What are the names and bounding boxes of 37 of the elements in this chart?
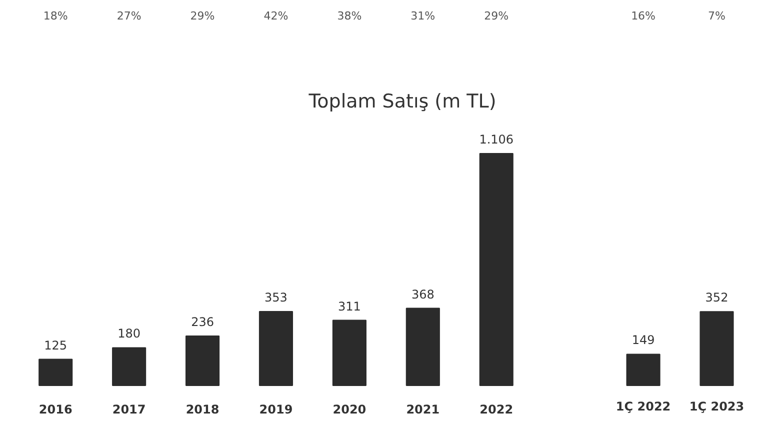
bar	[332, 320, 366, 386]
text: 31%	[410, 10, 436, 22]
text: 7%	[708, 10, 726, 22]
data-label: 149	[632, 333, 655, 348]
x-tick-label: 2020	[332, 402, 366, 416]
x-tick-label: 1Ç 2023	[689, 400, 744, 414]
text: 29%	[484, 10, 509, 22]
text: 27%	[116, 10, 142, 22]
text: 18%	[43, 10, 68, 22]
data-label: 236	[191, 314, 214, 329]
x-tick-label: 2018	[186, 402, 220, 416]
text: 29%	[190, 10, 215, 22]
chart-title: Toplam Satış (m TL)	[308, 90, 496, 112]
bar	[258, 310, 294, 386]
bar	[479, 153, 514, 386]
data-label: 180	[118, 326, 141, 341]
x-tick-label: 2016	[38, 402, 72, 416]
bar	[406, 308, 440, 386]
x-tick-label: 2022	[480, 402, 514, 416]
data-label: 311	[338, 299, 361, 314]
x-tick-label: 2021	[406, 402, 440, 416]
data-label: 352	[705, 290, 728, 305]
text: 38%	[337, 10, 362, 22]
text: 16%	[631, 10, 656, 22]
data-label: 368	[411, 287, 434, 302]
data-label: 125	[44, 338, 68, 352]
bar	[112, 347, 146, 386]
x-tick-label: 2017	[112, 402, 146, 416]
bar	[185, 335, 220, 386]
text: 42%	[264, 10, 288, 22]
bar	[38, 358, 73, 386]
x-tick-label: 2019	[259, 402, 293, 416]
data-label: 353	[264, 290, 288, 304]
data-label: 1.106	[479, 132, 514, 146]
x-tick-label: 1Ç 2022	[616, 400, 671, 414]
bar	[700, 311, 734, 386]
bar	[626, 354, 660, 386]
